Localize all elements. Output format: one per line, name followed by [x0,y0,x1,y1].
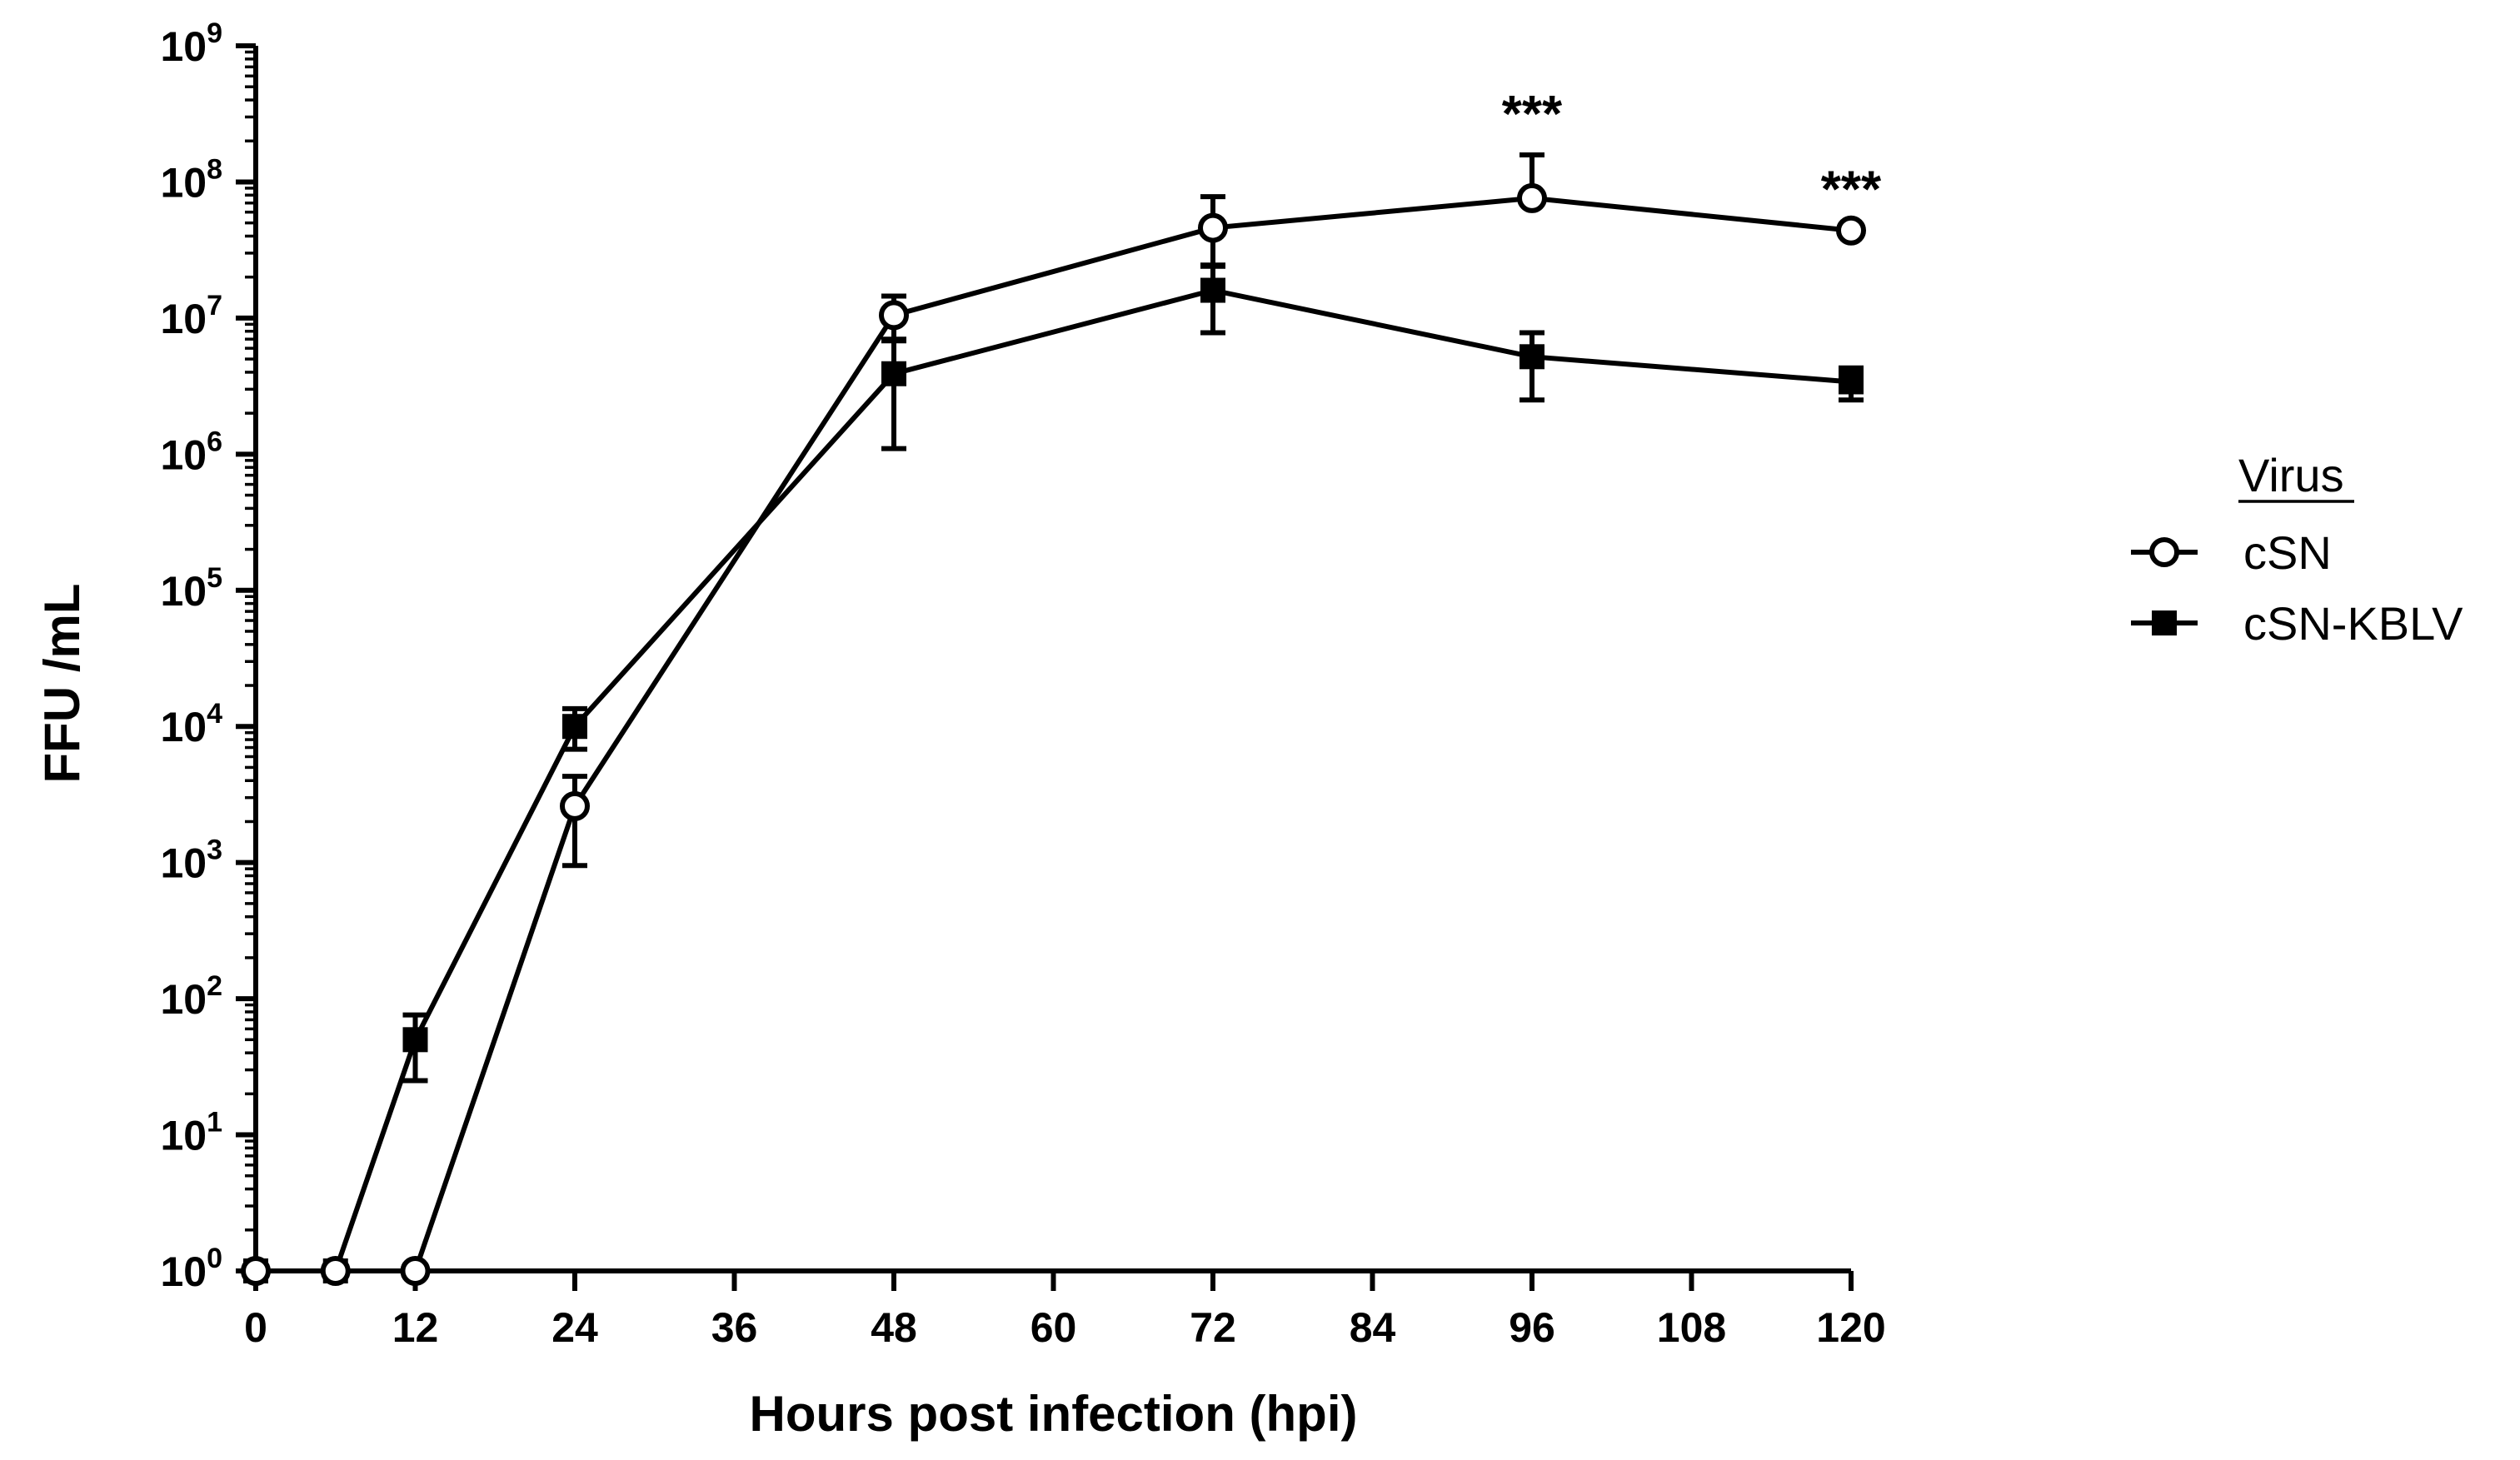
x-tick-label: 60 [1030,1304,1077,1351]
y-axis-ticks: 100 101 102 103 104 105 106 107 108 109 [160,17,256,1295]
x-tick-label: 84 [1350,1304,1396,1351]
significance-annotations: *** *** [1502,86,1882,219]
data-point [320,1256,351,1286]
data-point [562,714,587,740]
series-line [256,195,1852,1273]
data-point [1519,344,1544,370]
data-point [1198,212,1228,243]
legend-label: cSN [2243,526,2332,579]
legend-item-1: cSN-KBLV [2131,597,2463,650]
legend-title: Virus [2238,449,2344,501]
data-point [241,1256,271,1286]
legend-label: cSN-KBLV [2243,597,2463,650]
data-point [402,1027,428,1053]
y-tick-label: 104 [160,698,222,750]
series-line [256,287,1852,1273]
significance-label: *** [1502,86,1563,143]
x-axis-ticks: 0 12 24 36 48 60 72 84 96 108 120 [244,1271,1886,1351]
x-tick-label: 0 [244,1304,267,1351]
x-tick-label: 108 [1657,1304,1726,1351]
data-point [1200,277,1225,303]
x-axis-title: Hours post infection (hpi) [750,1386,1358,1442]
series-1 [243,262,1864,1283]
data-point [879,300,909,331]
legend-swatch-marker [2149,537,2179,567]
data-point [1836,215,1866,246]
y-tick-label: 107 [160,290,222,342]
x-tick-label: 12 [392,1304,439,1351]
x-tick-label: 72 [1190,1304,1236,1351]
y-tick-label: 101 [160,1107,222,1159]
y-tick-label: 102 [160,970,222,1023]
x-tick-label: 96 [1509,1304,1555,1351]
legend-item-0: cSN [2131,526,2332,579]
significance-label: *** [1821,162,1882,219]
plot-area [241,152,1866,1286]
data-point [560,790,590,821]
y-axis-title: FFU /mL [34,584,90,784]
x-tick-label: 120 [1816,1304,1885,1351]
y-tick-label: 109 [160,17,222,70]
y-tick-label: 106 [160,426,222,478]
data-point [1839,369,1864,395]
legend-items: cSN cSN-KBLV [2131,526,2463,650]
series-0 [241,152,1866,1286]
y-tick-label: 105 [160,562,222,615]
y-tick-label: 100 [160,1243,222,1295]
y-tick-label: 103 [160,835,222,887]
legend-swatch-marker [2152,610,2177,635]
legend: Virus cSN cSN-KBLV [2131,449,2463,650]
y-tick-label: 108 [160,153,222,206]
x-tick-label: 48 [871,1304,917,1351]
x-tick-label: 24 [551,1304,598,1351]
data-point [1517,182,1547,213]
data-point [881,361,906,386]
data-point [400,1256,431,1286]
x-tick-label: 36 [711,1304,758,1351]
axes [253,46,1851,1273]
